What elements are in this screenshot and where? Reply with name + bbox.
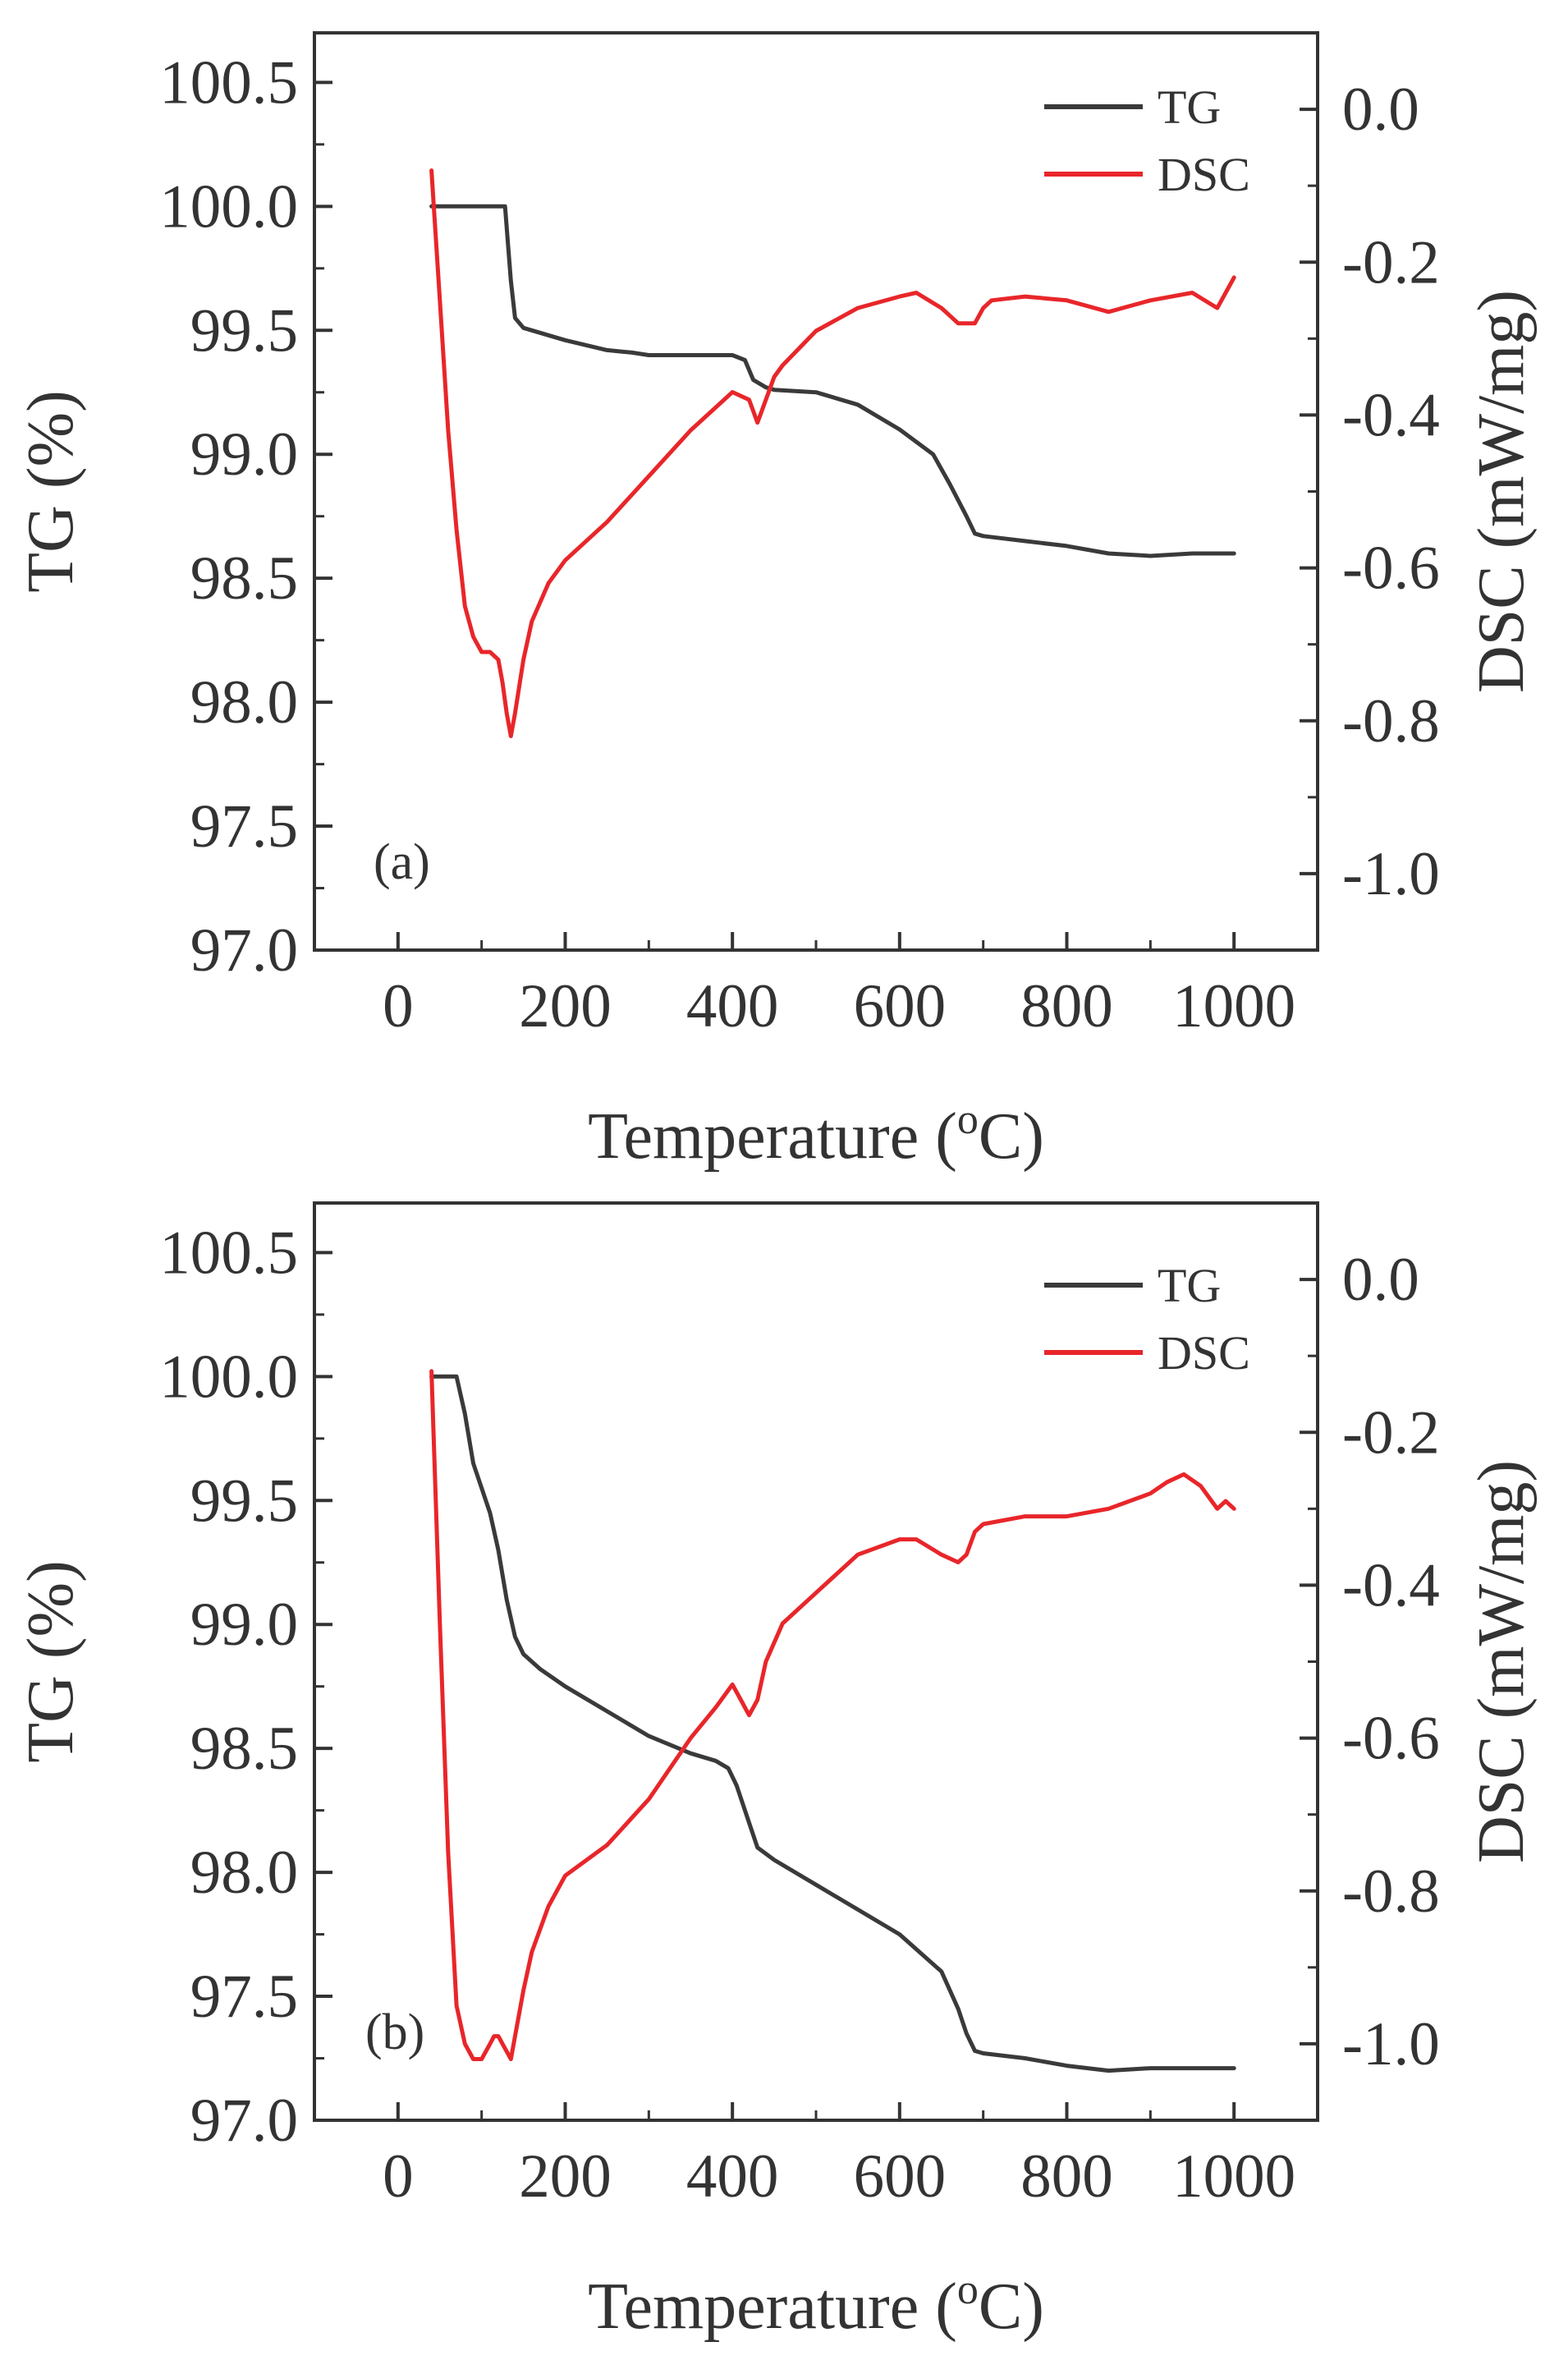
x-tick-label: 400 bbox=[686, 2142, 779, 2211]
y-left-tick-label: 97.0 bbox=[190, 916, 298, 985]
y-right-tick-label: 0.0 bbox=[1342, 76, 1419, 144]
y-right-tick-label: 0.0 bbox=[1342, 1246, 1419, 1314]
series-line-tg bbox=[429, 1374, 1236, 2073]
legend-label: TG bbox=[1158, 80, 1221, 134]
y-left-tick-label: 97.5 bbox=[190, 792, 298, 861]
y-right-tick-label: -1.0 bbox=[1342, 2010, 1440, 2078]
panel-label: (b) bbox=[365, 2004, 424, 2060]
x-tick-label: 1000 bbox=[1172, 972, 1295, 1040]
y-left-tick-label: 100.5 bbox=[159, 1219, 298, 1287]
y-right-tick-label: -0.2 bbox=[1342, 228, 1440, 296]
x-axis-title-main: Temperature ( bbox=[588, 2271, 957, 2343]
x-tick-label: 800 bbox=[1020, 2142, 1113, 2211]
x-axis-title-end: C) bbox=[979, 2271, 1044, 2343]
series-line-dsc bbox=[429, 168, 1236, 738]
y-left-tick-label: 98.0 bbox=[190, 668, 298, 737]
x-tick-label: 800 bbox=[1020, 972, 1113, 1040]
y-right-tick-label: -0.8 bbox=[1342, 1857, 1440, 1926]
y-left-axis-title: TG (%) bbox=[15, 390, 87, 593]
x-axis-title-end: C) bbox=[979, 1100, 1044, 1173]
x-tick-label: 0 bbox=[383, 972, 414, 1040]
x-tick-label: 0 bbox=[383, 2142, 414, 2211]
x-tick-label: 200 bbox=[519, 2142, 612, 2211]
y-right-tick-label: -0.6 bbox=[1342, 1705, 1440, 1773]
y-right-tick-label: -0.4 bbox=[1342, 1551, 1440, 1619]
y-right-tick-label: -0.8 bbox=[1342, 687, 1440, 755]
y-right-axis-title: DSC (mW/mg) bbox=[1465, 290, 1538, 693]
y-right-tick-label: -1.0 bbox=[1342, 840, 1440, 908]
y-right-tick-label: -0.6 bbox=[1342, 535, 1440, 603]
y-left-axis-title: TG (%) bbox=[15, 1560, 87, 1763]
x-tick-label: 1000 bbox=[1172, 2142, 1295, 2211]
legend-label: DSC bbox=[1158, 148, 1250, 201]
y-right-tick-label: -0.2 bbox=[1342, 1398, 1440, 1467]
y-left-tick-label: 100.0 bbox=[159, 1343, 298, 1411]
x-axis-title-superscript: o bbox=[957, 1096, 979, 1143]
series-line-dsc bbox=[429, 1369, 1236, 2061]
y-left-tick-label: 98.0 bbox=[190, 1839, 298, 1907]
y-left-tick-label: 99.0 bbox=[190, 420, 298, 489]
y-left-tick-label: 99.5 bbox=[190, 1467, 298, 1535]
y-left-tick-label: 99.0 bbox=[190, 1591, 298, 1659]
y-left-tick-label: 100.0 bbox=[159, 172, 298, 241]
x-tick-label: 200 bbox=[519, 972, 612, 1040]
x-tick-label: 600 bbox=[854, 972, 947, 1040]
panel-label: (a) bbox=[374, 834, 430, 890]
chart-panel-b: 0 200 400 600 800 1000 97.0 97.5 98.0 98.5 99.0 99.… bbox=[15, 1201, 1538, 2343]
y-left-tick-label: 99.5 bbox=[190, 296, 298, 365]
y-right-tick-label: -0.4 bbox=[1342, 381, 1440, 449]
x-tick-label: 600 bbox=[854, 2142, 947, 2211]
panels: 0 200 400 600 800 1000 97.0 97.5 98.0 98.5 99.0 99.… bbox=[15, 31, 1538, 2343]
x-axis-title-main: Temperature ( bbox=[588, 1100, 957, 1173]
y-right-axis-title: DSC (mW/mg) bbox=[1465, 1460, 1538, 1863]
x-axis-title-superscript: o bbox=[957, 2266, 979, 2313]
y-left-tick-label: 100.5 bbox=[159, 48, 298, 117]
x-tick-label: 400 bbox=[686, 972, 779, 1040]
legend: TG DSC bbox=[1044, 1259, 1250, 1380]
y-left-tick-label: 97.5 bbox=[190, 1963, 298, 2031]
legend-label: TG bbox=[1158, 1259, 1221, 1312]
legend-label: DSC bbox=[1158, 1326, 1250, 1380]
x-axis-title: Temperature (oC) bbox=[588, 1096, 1044, 1173]
series-line-tg bbox=[429, 204, 1236, 558]
chart-panel-a: 0 200 400 600 800 1000 97.0 97.5 98.0 98.5 99.0 99.… bbox=[15, 31, 1538, 1173]
x-axis-title: Temperature (oC) bbox=[588, 2266, 1044, 2343]
y-left-tick-label: 98.5 bbox=[190, 1715, 298, 1783]
y-left-tick-label: 97.0 bbox=[190, 2087, 298, 2155]
legend: TG DSC bbox=[1044, 80, 1250, 201]
y-left-tick-label: 98.5 bbox=[190, 544, 298, 613]
